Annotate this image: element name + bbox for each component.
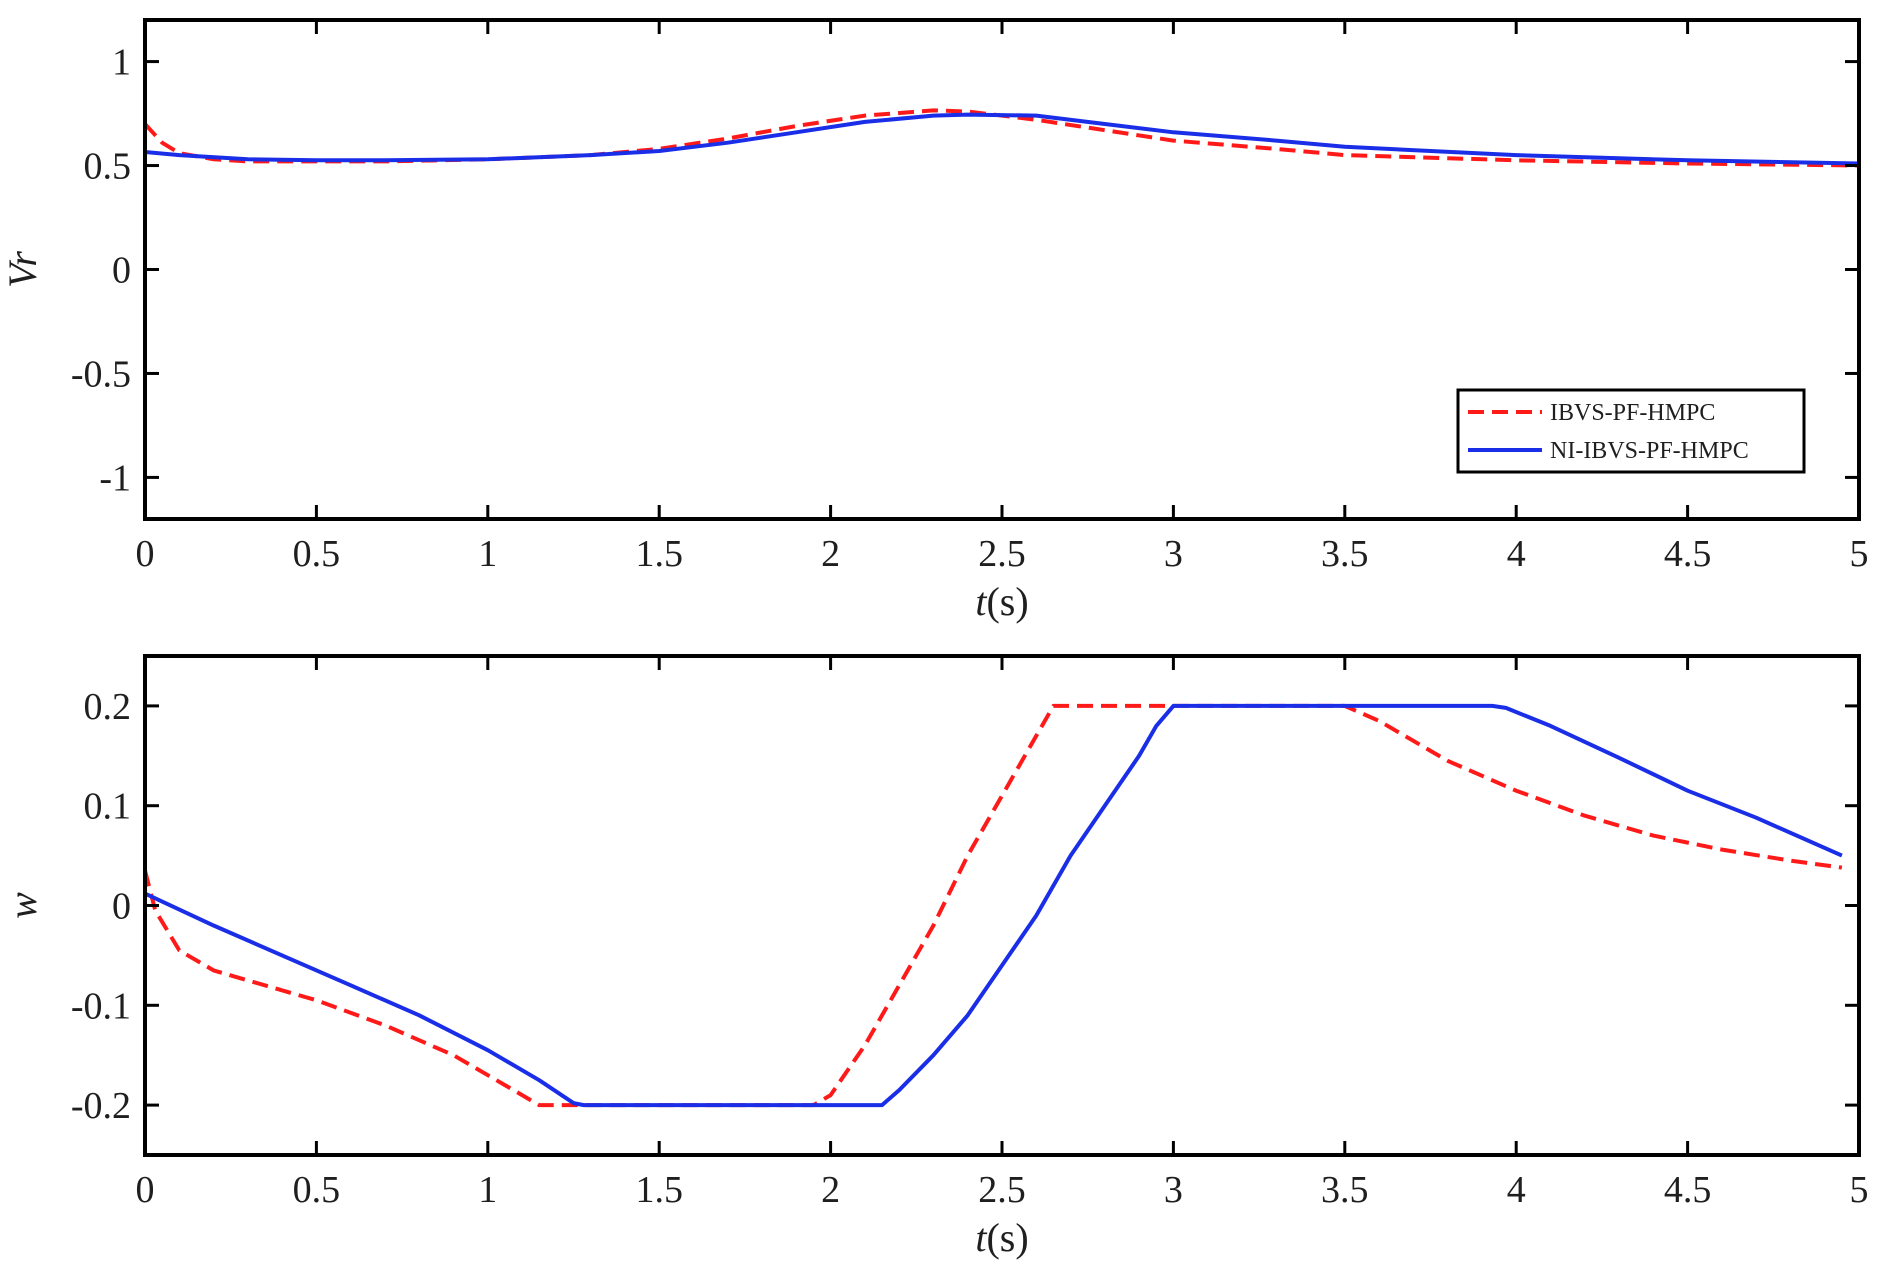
series-line-ibvs-pf-hmpc — [145, 108, 1859, 168]
x-tick-label: 3 — [1164, 533, 1183, 575]
tick-marks — [143, 20, 1861, 519]
x-tick-label: 1.5 — [635, 1169, 683, 1211]
x-tick-label: 3.5 — [1321, 1169, 1369, 1211]
x-axis-label: t(s) — [975, 579, 1028, 624]
x-tick-label: 2 — [821, 533, 840, 575]
x-tick-labels: 0 0.5 1 1.5 2 2.5 3 3.5 4 4.5 5 — [136, 1169, 1869, 1211]
legend-label-ni-ibvs-pf-hmpc: NI-IBVS-PF-HMPC — [1550, 438, 1749, 464]
x-tick-label: 0 — [136, 1169, 155, 1211]
x-tick-label: 4 — [1507, 533, 1526, 575]
x-tick-label: 1 — [478, 533, 497, 575]
series-line-ibvs-pf-hmpc — [145, 703, 1843, 1108]
legend-label-ibvs-pf-hmpc: IBVS-PF-HMPC — [1550, 400, 1715, 426]
legend-box — [1456, 388, 1806, 474]
x-tick-label: 1 — [478, 1169, 497, 1211]
y-tick-label: 0.1 — [84, 786, 132, 828]
y-tick-label: 1 — [112, 42, 131, 84]
x-tick-label: 0.5 — [293, 1169, 341, 1211]
series-layer — [145, 108, 1859, 168]
y-tick-label: -0.5 — [71, 353, 131, 395]
angular-velocity-panel: 0 0.5 1 1.5 2 2.5 3 3.5 4 4.5 5 0.2 0.1 0 -0.1 -0.2 t(… — [0, 654, 1869, 1260]
tick-marks — [143, 656, 1861, 1155]
series-line-ni-ibvs-pf-hmpc — [145, 112, 1859, 166]
y-tick-label: 0 — [112, 886, 131, 928]
x-tick-label: 4.5 — [1664, 533, 1712, 575]
velocity-panel: 0 0.5 1 1.5 2 2.5 3 3.5 4 4.5 5 1 0.5 0 -0.5 -1 t(s) V… — [0, 18, 1869, 624]
x-tick-label: 5 — [1850, 533, 1869, 575]
y-tick-label: -1 — [99, 457, 131, 499]
y-tick-label: 0.5 — [84, 146, 132, 188]
x-tick-label: 0 — [136, 533, 155, 575]
x-tick-label: 3 — [1164, 1169, 1183, 1211]
legend: IBVS-PF-HMPC NI-IBVS-PF-HMPC — [1456, 388, 1806, 474]
x-tick-label: 2.5 — [978, 1169, 1026, 1211]
y-tick-label: 0.2 — [84, 686, 132, 728]
x-tick-label: 5 — [1850, 1169, 1869, 1211]
x-tick-label: 3.5 — [1321, 533, 1369, 575]
series-line-ni-ibvs-pf-hmpc — [145, 703, 1843, 1108]
y-tick-label: -0.2 — [71, 1085, 131, 1127]
x-tick-labels: 0 0.5 1 1.5 2 2.5 3 3.5 4 4.5 5 — [136, 533, 1869, 575]
x-axis-label: t(s) — [975, 1215, 1028, 1260]
y-tick-label: 0 — [112, 250, 131, 292]
y-tick-label: -0.1 — [71, 985, 131, 1027]
plot-frame — [143, 654, 1861, 1157]
y-tick-labels: 0.2 0.1 0 -0.1 -0.2 — [71, 686, 131, 1127]
series-layer — [145, 703, 1843, 1108]
x-tick-label: 2.5 — [978, 533, 1026, 575]
x-tick-label: 2 — [821, 1169, 840, 1211]
x-tick-label: 1.5 — [635, 533, 683, 575]
y-axis-label: Vr — [0, 251, 45, 288]
y-tick-labels: 1 0.5 0 -0.5 -1 — [71, 42, 131, 500]
x-tick-label: 4.5 — [1664, 1169, 1712, 1211]
x-tick-label: 0.5 — [293, 533, 341, 575]
x-tick-label: 4 — [1507, 1169, 1526, 1211]
y-axis-label: w — [0, 892, 45, 919]
